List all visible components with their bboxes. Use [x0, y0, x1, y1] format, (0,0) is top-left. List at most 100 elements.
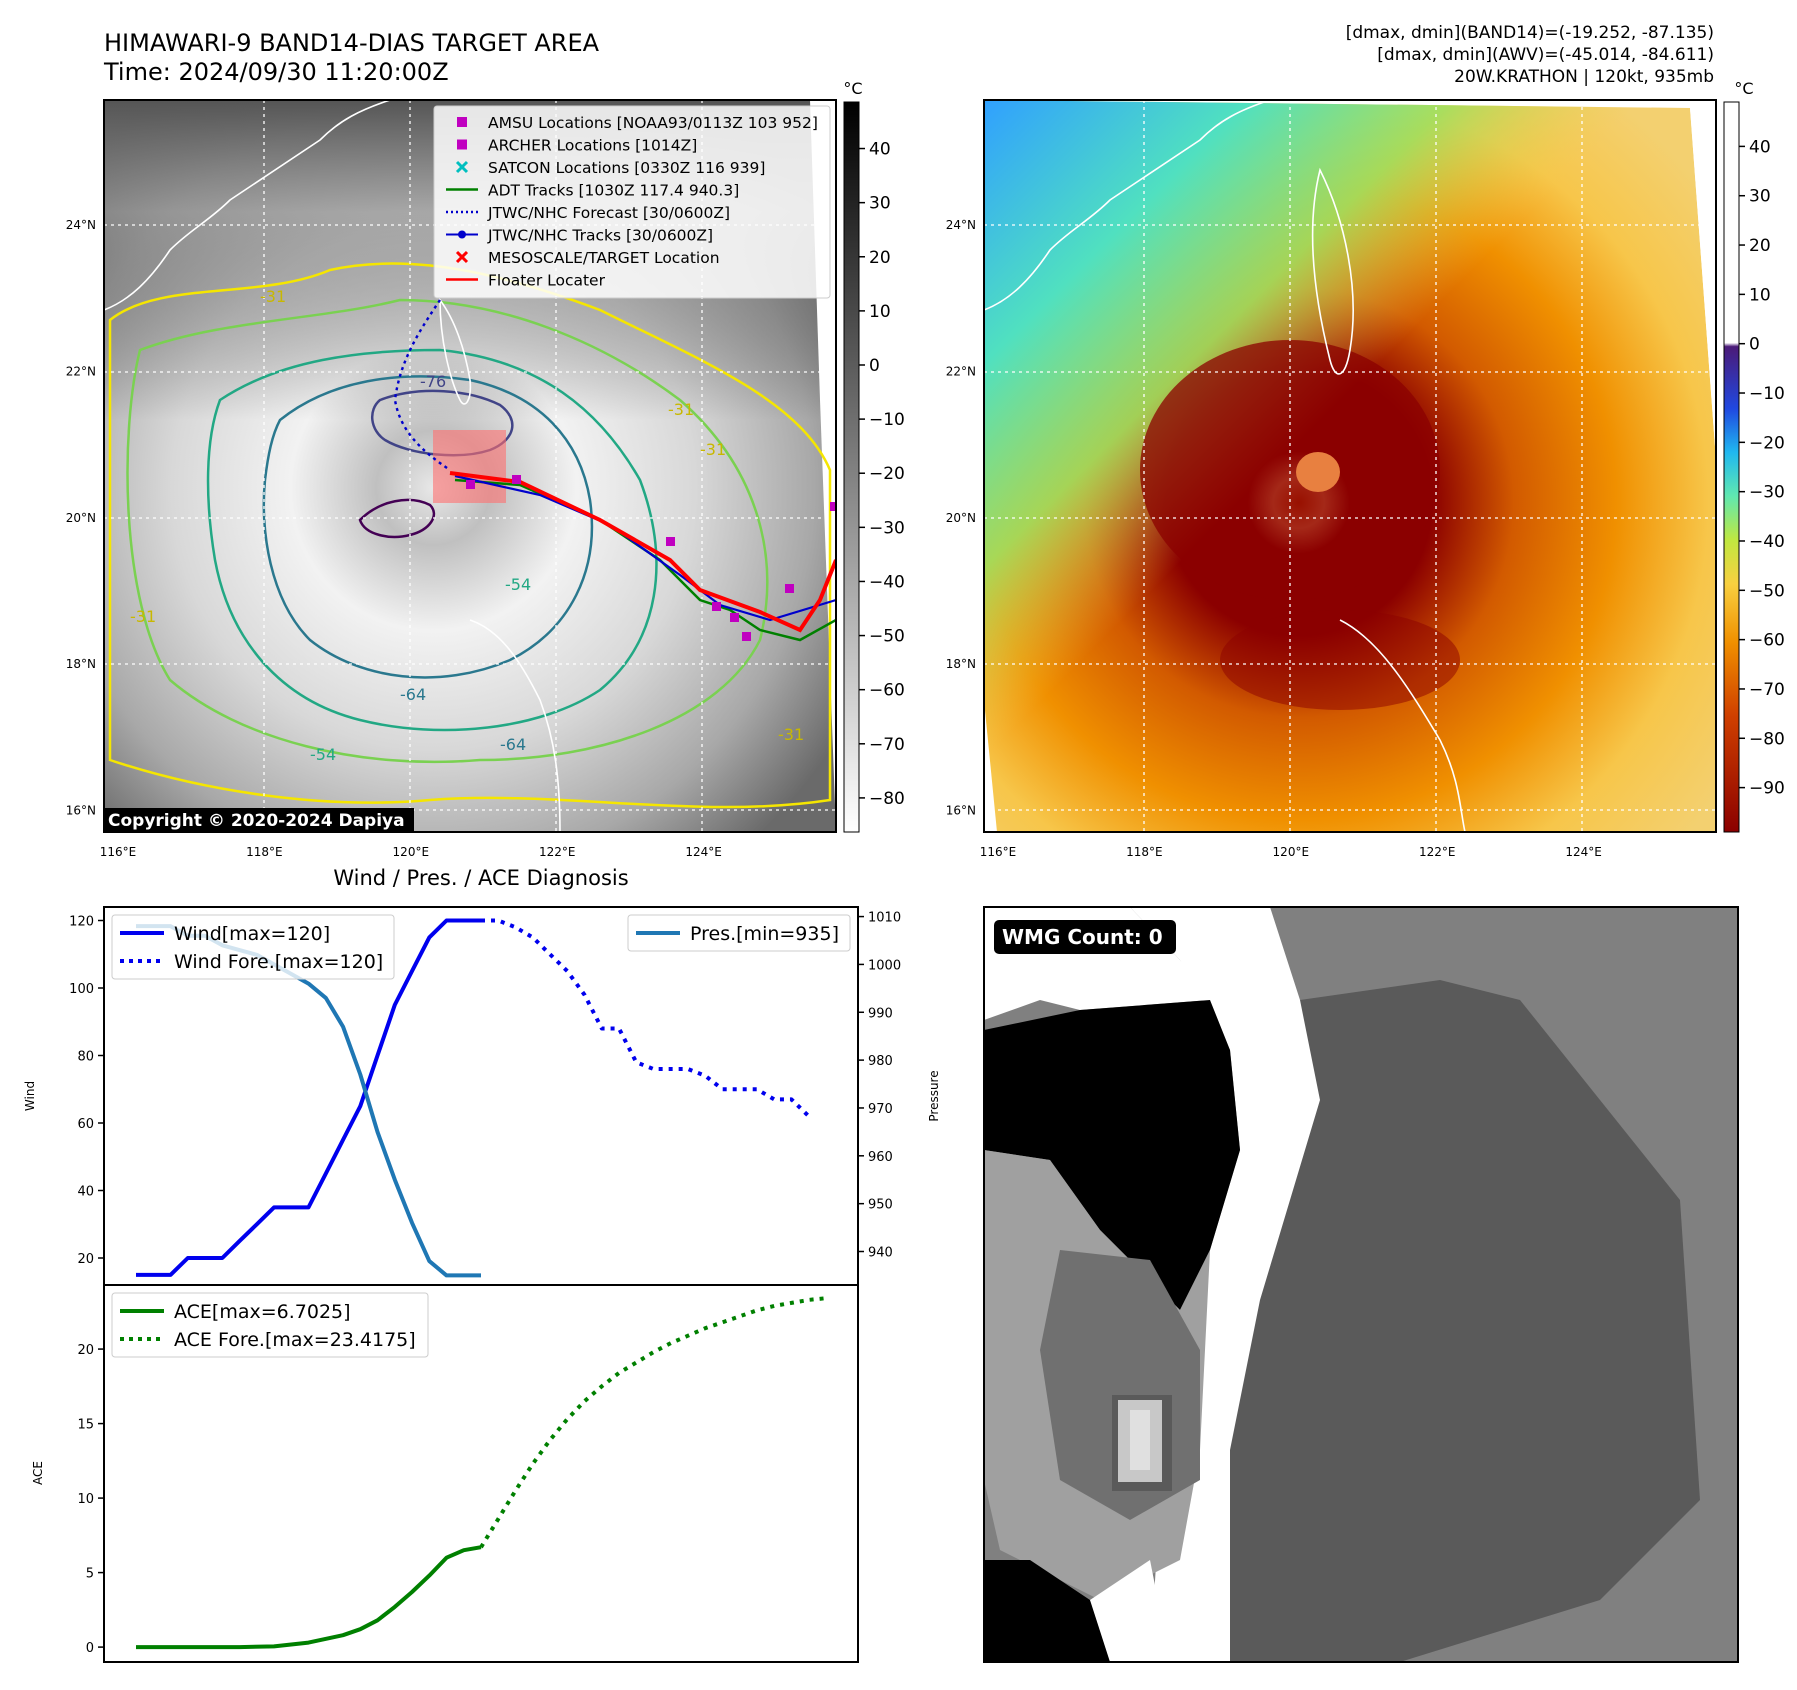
colorbar-tick-label: −10	[869, 410, 905, 430]
colorbar-tick-label: 40	[869, 140, 891, 160]
jtwc-forecast-track	[393, 299, 451, 471]
awv-coastline-china	[984, 100, 1271, 311]
lat-tick-label: 16°N	[66, 804, 96, 818]
lat-tick-label: 16°N	[946, 804, 976, 818]
contour-lightgreen	[126, 298, 769, 764]
awv-lat-ticks: 24°N 22°N 20°N 18°N 16°N	[946, 218, 976, 818]
contour-label: -31	[778, 725, 804, 744]
contour-labels: -76 -31 -31 -31 -54 -64 -54 -64 -31 -31	[130, 287, 804, 764]
colorbar-tick-label: 40	[1749, 137, 1771, 157]
series-line	[136, 918, 481, 1277]
lon-tick-label: 118°E	[246, 845, 283, 859]
wind-legend-box	[111, 914, 395, 980]
contour-label: -64	[400, 685, 426, 704]
info-band14: [dmax, dmin](BAND14)=(-19.252, -87.135)	[1346, 23, 1714, 43]
ir-map-frame	[103, 99, 837, 833]
contour-label: -31	[700, 440, 726, 459]
ace-axis-label: ACE	[31, 1461, 45, 1485]
awv-map-edge	[1690, 100, 1716, 460]
contour-label: -64	[500, 735, 526, 754]
legend-label: SATCON Locations [0330Z 116 939]	[488, 159, 765, 177]
wind-axis-label: Wind	[23, 1081, 37, 1111]
contour-label: -31	[668, 400, 694, 419]
ir-colorbar	[843, 101, 860, 833]
legend-label: AMSU Locations [NOAA93/0113Z 103 952]	[488, 114, 818, 132]
wind-legend: Wind[max=120] Wind Fore.[max=120]	[111, 914, 395, 980]
colorbar-tick-label: 10	[1749, 285, 1771, 305]
lat-tick-label: 18°N	[66, 657, 96, 671]
awv-dry-core	[1140, 340, 1440, 600]
series-line	[136, 1545, 482, 1650]
lon-tick-label: 124°E	[685, 845, 722, 859]
mesoscale-target-box	[433, 430, 506, 503]
ace-legend-box	[111, 1292, 429, 1358]
series-line	[481, 918, 811, 1118]
ir-lat-ticks: 24°N 22°N 20°N 18°N 16°N	[66, 218, 96, 818]
lon-tick-label: 120°E	[393, 845, 430, 859]
copyright-box	[104, 808, 414, 832]
figure-title: HIMAWARI-9 BAND14-DIAS TARGET AREA	[104, 29, 600, 57]
awv-gridlines	[984, 100, 1716, 832]
colorbar-tick-label: −30	[869, 518, 905, 538]
legend-label: JTWC/NHC Tracks [30/0600Z]	[487, 227, 713, 245]
awv-lon-ticks: 116°E 118°E 120°E 122°E 124°E	[980, 845, 1602, 859]
awv-coastline-luzon	[1339, 619, 1466, 832]
legend-label: ADT Tracks [1030Z 117.4 940.3]	[488, 182, 739, 200]
wind-tick-label: 60	[77, 1117, 94, 1132]
lat-tick-label: 22°N	[66, 364, 96, 378]
legend-label: MESOSCALE/TARGET Location	[488, 249, 720, 267]
wmg-panel: WMG Count: 0	[983, 906, 1739, 1663]
ace-tick-label: 0	[86, 1641, 94, 1656]
floater-locator-track	[449, 471, 836, 633]
lon-tick-label: 116°E	[980, 845, 1017, 859]
awv-eye	[1296, 452, 1340, 492]
amsu-markers	[466, 475, 836, 641]
copyright-text: Copyright © 2020-2024 Dapiya	[108, 811, 405, 831]
pressure-legend-box	[627, 914, 851, 952]
legend-label: Floater Locater	[488, 272, 606, 290]
lon-tick-label: 120°E	[1273, 845, 1310, 859]
contour-teal	[262, 375, 594, 679]
figure-time: Time: 2024/09/30 11:20:00Z	[103, 58, 449, 86]
info-storm: 20W.KRATHON | 120kt, 935mb	[1454, 67, 1714, 87]
ace-chart: 0 5 10 15 20	[77, 1296, 827, 1656]
legend-items: AMSU Locations [NOAA93/0113Z 103 952] ARC…	[446, 114, 818, 290]
lat-tick-label: 18°N	[946, 657, 976, 671]
colorbar-tick-label: −20	[869, 464, 905, 484]
pressure-tick-label: 940	[868, 1246, 893, 1261]
awv-map	[984, 100, 1716, 832]
wmg-eye-center	[1130, 1410, 1150, 1470]
contour-label: -31	[130, 607, 156, 626]
colorbar-tick-label: −50	[869, 627, 905, 647]
coastline-china	[104, 100, 391, 311]
awv-dry-south	[1220, 610, 1460, 710]
wmg-dark-region	[1200, 980, 1700, 1662]
colorbar-tick-label: −90	[1749, 779, 1785, 799]
colorbar-tick-label: −50	[1749, 581, 1785, 601]
colorbar-tick-label: −70	[1749, 680, 1785, 700]
colorbar-tick-label: −30	[1749, 483, 1785, 503]
lat-tick-label: 24°N	[946, 218, 976, 232]
lon-tick-label: 122°E	[1419, 845, 1456, 859]
diagnosis-title: Wind / Pres. / ACE Diagnosis	[333, 866, 628, 890]
colorbar-tick-label: 0	[1749, 335, 1760, 355]
coastline-luzon	[469, 619, 561, 832]
pressure-legend: Pres.[min=935]	[627, 914, 851, 952]
contour-label: -54	[310, 745, 336, 764]
colorbar-tick-label: 30	[1749, 187, 1771, 207]
lon-tick-label: 118°E	[1126, 845, 1163, 859]
wind-tick-label: 120	[69, 915, 94, 930]
ace-tick-label: 20	[77, 1343, 94, 1358]
awv-map-frame	[983, 99, 1717, 833]
wmg-black-bottom	[984, 1560, 1120, 1662]
ace-legend-label: ACE[max=6.7025]	[174, 1301, 351, 1323]
colorbar-tick-label: 10	[869, 302, 891, 322]
legend-marker	[455, 160, 469, 174]
lat-tick-label: 22°N	[946, 364, 976, 378]
wind-pressure-chart: 20 40 60 80 100 120 940 950 960 970 980 990 1000 1010	[69, 911, 901, 1278]
awv-colorbar-ticks: 40 30 20 10 0 −10 −20 −30 −40 −50 −60 −70 −80 −90	[1739, 137, 1785, 799]
info-awv: [dmax, dmin](AWV)=(-45.014, -84.611)	[1377, 45, 1714, 65]
ace-tick-label: 10	[77, 1492, 94, 1507]
legend-marker	[455, 250, 469, 264]
